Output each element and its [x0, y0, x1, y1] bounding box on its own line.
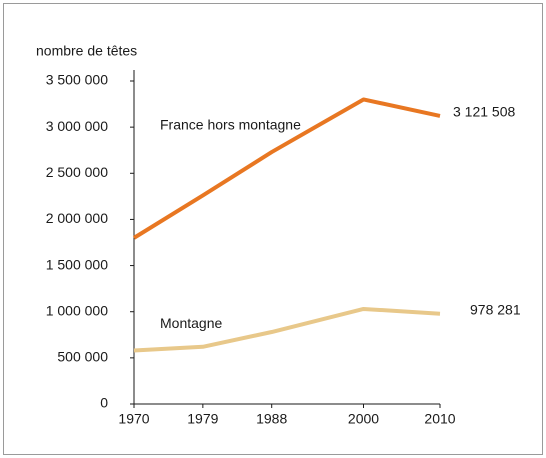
x-tick-label: 2000: [348, 411, 379, 427]
y-tick-label: 1 000 000: [46, 302, 108, 318]
frame: [3, 3, 543, 455]
y-tick-label: 3 000 000: [46, 118, 108, 134]
x-tick-label: 2010: [424, 411, 455, 427]
value-label: 3 121 508: [453, 104, 515, 120]
series-label: Montagne: [160, 315, 222, 331]
value-label: 978 281: [470, 301, 521, 317]
series-line: [132, 97, 441, 240]
x-tick-label: 1970: [118, 411, 149, 427]
y-tick-label: 3 500 000: [46, 72, 108, 88]
y-tick-label: 1 500 000: [46, 256, 108, 272]
series-label: France hors montagne: [160, 117, 301, 133]
y-tick-label: 2 000 000: [46, 210, 108, 226]
y-tick-label: 2 500 000: [46, 164, 108, 180]
x-tick-label: 1979: [187, 411, 218, 427]
y-tick-label: 500 000: [57, 349, 108, 365]
y-tick-label: 0: [100, 395, 108, 411]
y-axis-label: nombre de têtes: [36, 43, 137, 59]
x-tick-label: 1988: [256, 411, 287, 427]
series-line: [133, 306, 441, 353]
